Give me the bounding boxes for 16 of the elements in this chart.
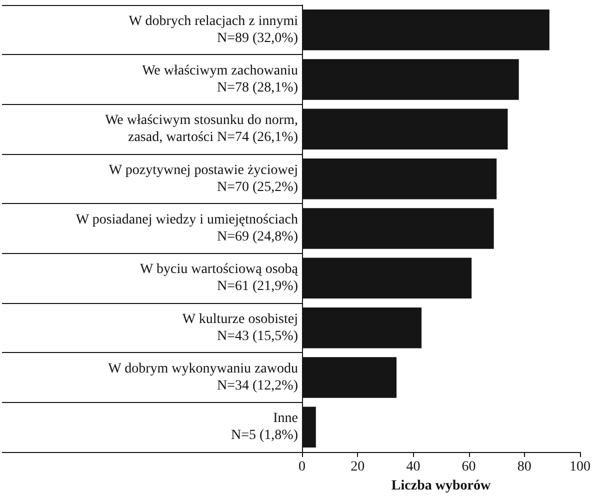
x-tick-label: 100 bbox=[570, 460, 590, 474]
x-tick-label: 80 bbox=[517, 460, 532, 474]
y-tick-label: W dobrym wykonywaniu zawodu N=34 (12,2%) bbox=[108, 362, 298, 394]
x-tick-label: 20 bbox=[350, 460, 365, 474]
y-tick-label: W kulturze osobistej N=43 (15,5%) bbox=[182, 312, 298, 344]
y-tick-label: Inne N=5 (1,8%) bbox=[231, 411, 298, 444]
y-tick-label: W dobrych relacjach z innymi N=89 (32,0%) bbox=[128, 14, 298, 46]
x-tick-label: 60 bbox=[462, 460, 476, 474]
y-tick-label: W byciu wartościową osobą N=61 (21,9%) bbox=[140, 262, 299, 294]
x-axis-title: Liczba wyborów bbox=[391, 478, 492, 494]
y-tick-label: W pozytywnej postawie życiowej N=70 (25,2%) bbox=[108, 162, 298, 195]
x-tick-label: 40 bbox=[406, 460, 420, 474]
y-tick-label: We właściwym stosunku do norm, zasad, wartości N=74 (26,1%) bbox=[105, 113, 298, 146]
y-tick-label: We właściwym zachowaniu N=78 (28,1%) bbox=[142, 64, 298, 96]
y-tick-label: W posiadanej wiedzy i umiejętnościach N=69 (24,8%) bbox=[76, 212, 298, 244]
x-tick-label: 0 bbox=[298, 460, 306, 474]
